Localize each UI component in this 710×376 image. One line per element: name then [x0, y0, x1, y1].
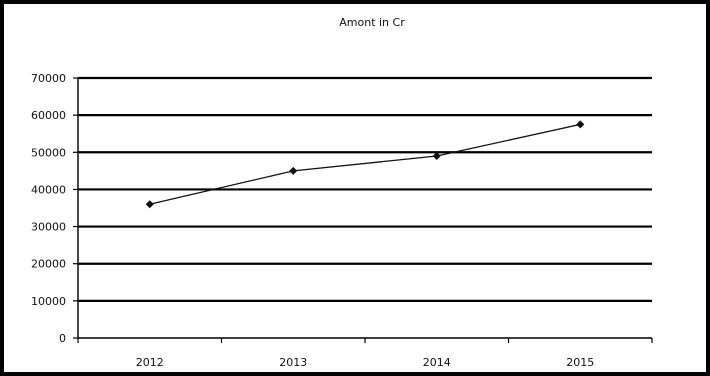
- data-point-2012: [145, 200, 154, 209]
- data-point-2015: [576, 120, 585, 129]
- series-line-0: [149, 123, 581, 205]
- data-markers: [145, 120, 585, 209]
- gridlines: [78, 76, 652, 302]
- y-tick-labels: 0 10000 20000 30000 40000 50000 60000 70000: [31, 72, 66, 345]
- y-tick-label-30000: 30000: [31, 221, 66, 234]
- x-tick-labels: 2012 2013 2014 2015: [136, 356, 595, 369]
- line-chart: Amont in Cr 0 10000 20000 30000 40000 50000 60…: [31, 16, 653, 369]
- chart-title: Amont in Cr: [339, 16, 405, 29]
- axes: [73, 77, 653, 343]
- y-tick-label-0: 0: [59, 332, 66, 345]
- y-tick-label-10000: 10000: [31, 295, 66, 308]
- y-tick-label-70000: 70000: [31, 72, 66, 85]
- x-tick-label-2015: 2015: [566, 356, 594, 369]
- series-line: [149, 123, 581, 205]
- y-tick-label-40000: 40000: [31, 183, 66, 196]
- x-tick-label-2012: 2012: [136, 356, 164, 369]
- data-point-2014: [432, 152, 441, 160]
- y-tick-label-60000: 60000: [31, 109, 66, 122]
- data-point-2013: [289, 166, 298, 175]
- y-tick-label-50000: 50000: [31, 146, 66, 159]
- x-tick-label-2013: 2013: [279, 356, 307, 369]
- x-tick-label-2014: 2014: [423, 356, 451, 369]
- y-tick-label-20000: 20000: [31, 258, 66, 271]
